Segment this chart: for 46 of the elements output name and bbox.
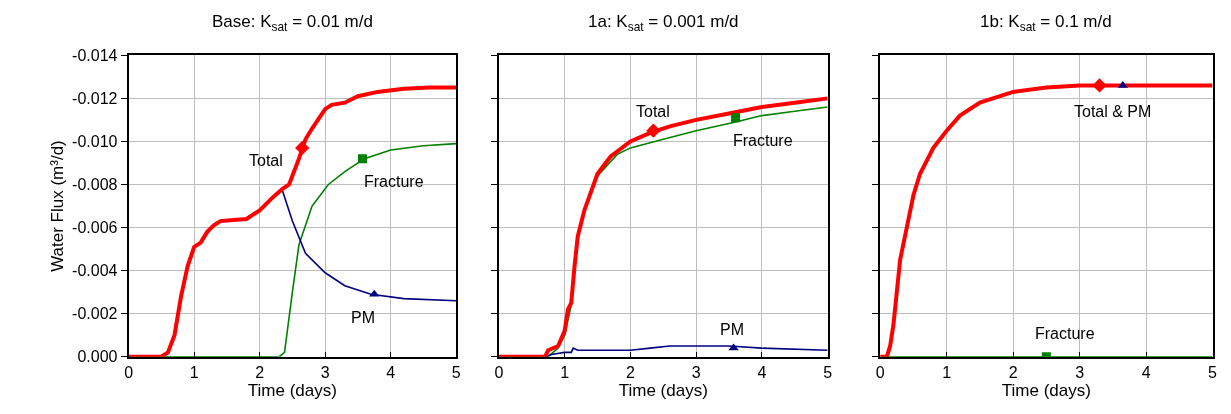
chart-title: 1b: K$_{sat}$ = 0.1 m/d xyxy=(980,12,1112,34)
y-tick-label: 0.000 xyxy=(77,348,118,366)
x-tick-label: 1 xyxy=(560,363,570,381)
x-tick-label: 1 xyxy=(189,363,199,381)
line-series xyxy=(281,190,457,302)
y-tick-label: -0.008 xyxy=(72,176,118,194)
series-label: Fracture xyxy=(1035,325,1095,342)
y-tick-label: -0.012 xyxy=(72,89,118,107)
x-tick-label: 2 xyxy=(255,363,265,381)
y-tick-label: -0.004 xyxy=(72,262,118,280)
series-label: Total & PM xyxy=(1074,103,1152,120)
x-tick-label: 1 xyxy=(942,363,952,381)
x-tick-label: 3 xyxy=(1075,363,1085,381)
x-tick-label: 5 xyxy=(823,363,833,381)
x-tick-label: 5 xyxy=(451,363,461,381)
chart-title: Base: K$_{sat}$ = 0.01 m/d xyxy=(212,12,373,34)
x-axis-title: Time (days) xyxy=(618,380,708,400)
x-axis-title: Time (days) xyxy=(1001,380,1091,400)
series-label: PM xyxy=(720,321,744,338)
series-label: Fracture xyxy=(733,132,793,149)
point xyxy=(357,154,367,164)
series-label: Total xyxy=(636,103,670,120)
y-tick-label: -0.010 xyxy=(72,133,118,151)
y-tick-label: -0.014 xyxy=(72,46,118,64)
x-tick-label: 5 xyxy=(1208,363,1218,381)
x-tick-label: 4 xyxy=(386,363,396,381)
point xyxy=(369,289,380,297)
x-tick-label: 3 xyxy=(691,363,701,381)
x-tick-label: 3 xyxy=(320,363,330,381)
x-tick-label: 0 xyxy=(875,363,885,381)
x-tick-label: 4 xyxy=(757,363,767,381)
x-tick-label: 0 xyxy=(494,363,504,381)
point xyxy=(295,140,310,156)
x-tick-label: 0 xyxy=(124,363,134,381)
y-tick-label: -0.006 xyxy=(72,219,118,237)
chart-title: 1a: K$_{sat}$ = 0.001 m/d xyxy=(588,12,739,34)
x-axis-title: Time (days) xyxy=(247,380,337,400)
y-axis-title: Water Flux (m³/d) xyxy=(48,140,68,272)
series-label: Fracture xyxy=(364,173,424,190)
line-series xyxy=(128,85,457,357)
x-tick-label: 2 xyxy=(1008,363,1018,381)
series-label: PM xyxy=(351,309,375,326)
x-tick-label: 2 xyxy=(625,363,635,381)
series-label: Total xyxy=(249,152,283,169)
y-tick-label: -0.002 xyxy=(72,305,118,323)
x-tick-label: 4 xyxy=(1141,363,1151,381)
